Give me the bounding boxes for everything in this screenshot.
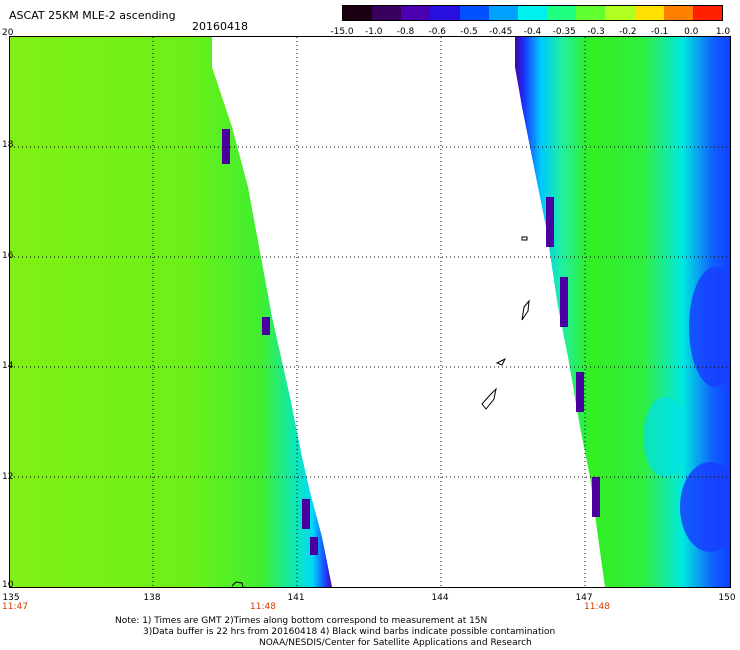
west-swath — [10, 37, 332, 587]
east-blue-patch-2 — [680, 462, 730, 552]
colorbar-segment — [517, 6, 548, 20]
colorbar-segment — [605, 6, 635, 20]
note-line-1: Note: 1) Times are GMT 2)Times along bot… — [115, 616, 488, 626]
lon-label-144: 144 — [431, 593, 449, 603]
colorbar-tick-label: 1.0 — [715, 27, 731, 37]
colorbar-tick-label: -1.0 — [364, 27, 383, 37]
colorbar-tick-label: 0.0 — [684, 27, 699, 37]
time-label-west: 11:47 — [2, 602, 28, 612]
colorbar-segment — [692, 6, 723, 20]
colorbar-tick-label: -0.45 — [489, 27, 513, 37]
note-line-2: 3)Data buffer is 22 hrs from 20160418 4)… — [143, 627, 556, 637]
colorbar-tick-label: -0.2 — [618, 27, 637, 37]
lat-label-16: 16 — [2, 251, 14, 261]
colorbar-segment — [343, 6, 373, 20]
colorbar — [342, 5, 723, 21]
product-title: ASCAT 25KM MLE-2 ascending — [9, 9, 176, 22]
colorbar-tick-label: -0.8 — [396, 27, 415, 37]
colorbar-tick-label: -0.1 — [650, 27, 669, 37]
lat-label-14: 14 — [2, 361, 14, 371]
east-edge-block-3 — [576, 372, 584, 412]
colorbar-segment — [401, 6, 431, 20]
colorbar-segment — [488, 6, 518, 20]
time-label-middle: 11:48 — [250, 602, 276, 612]
lon-label-141: 141 — [287, 593, 305, 603]
saipan-island — [521, 299, 530, 321]
west-edge-block-2 — [262, 317, 270, 335]
lat-label-12: 12 — [2, 472, 14, 482]
east-blue-patch-1 — [689, 267, 730, 387]
lat-label-18: 18 — [2, 140, 14, 150]
lon-label-150: 150 — [718, 593, 736, 603]
colorbar-tick-label: -0.4 — [523, 27, 542, 37]
lon-label-138: 138 — [143, 593, 161, 603]
note-line-3: NOAA/NESDIS/Center for Satellite Applica… — [259, 638, 532, 648]
small-island-2 — [231, 581, 244, 587]
colorbar-segment — [576, 6, 606, 20]
colorbar-tick-label: -0.3 — [587, 27, 605, 37]
grid-lines — [10, 37, 730, 587]
colorbar-segment — [372, 6, 402, 20]
east-edge-block-4 — [592, 477, 600, 517]
east-edge-block-2 — [560, 277, 568, 327]
lon-label-135: 135 — [2, 593, 20, 603]
west-edge-block-3 — [302, 499, 310, 529]
colorbar-tick-label: -15.0 — [330, 27, 354, 37]
small-island-1 — [521, 236, 528, 241]
colorbar-segment — [634, 6, 664, 20]
rota-island — [495, 357, 507, 366]
product-date: 20160418 — [192, 20, 248, 33]
map-plot — [9, 36, 731, 588]
east-edge-block-1 — [546, 197, 554, 247]
colorbar-tick-label: -0.35 — [552, 27, 576, 37]
time-label-east: 11:48 — [584, 602, 610, 612]
lon-label-147: 147 — [575, 593, 593, 603]
colorbar-segment — [547, 6, 577, 20]
colorbar-segment — [459, 6, 489, 20]
guam-island — [481, 387, 497, 410]
east-cyan-patch — [643, 397, 687, 477]
lat-label-10: 10 — [2, 580, 14, 590]
lat-label-20: 20 — [2, 28, 14, 38]
colorbar-segment — [430, 6, 460, 20]
colorbar-tick-label: -0.6 — [428, 27, 447, 37]
west-edge-block-4 — [310, 537, 318, 555]
colorbar-segment — [663, 6, 693, 20]
colorbar-tick-label: -0.5 — [460, 27, 478, 37]
map-svg — [10, 37, 730, 587]
